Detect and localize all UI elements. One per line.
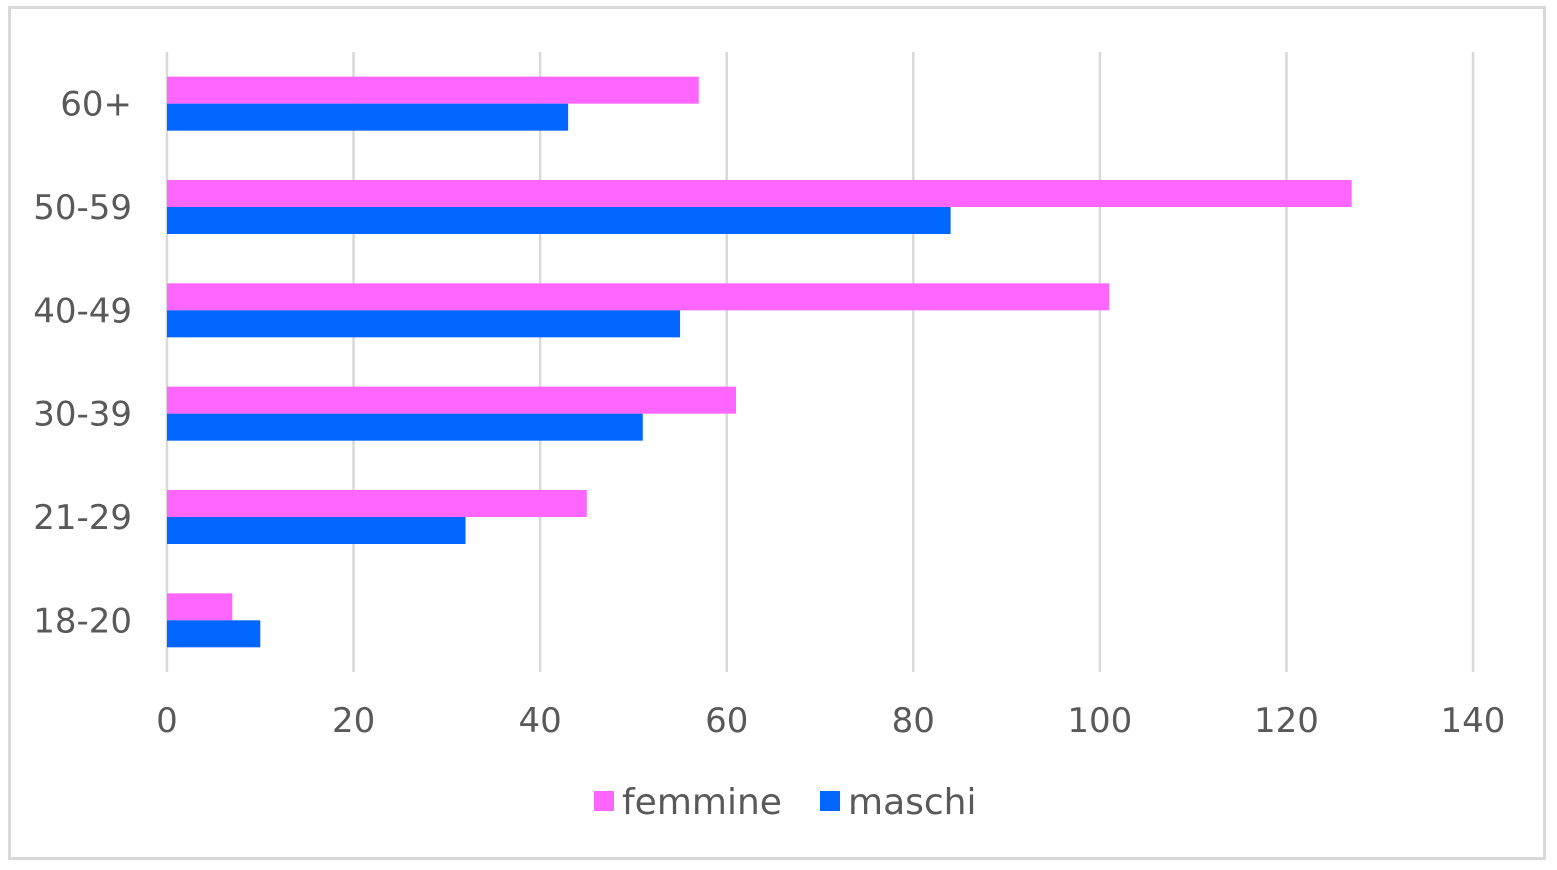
y-tick-label: 30-39: [33, 395, 132, 435]
x-tick-label: 40: [519, 701, 562, 741]
x-tick-label: 0: [156, 701, 178, 741]
bars: [167, 76, 1352, 648]
y-tick-label: 60+: [60, 85, 132, 125]
bar-maschi-21-29: [167, 517, 466, 544]
legend-swatch-femmine: [594, 791, 614, 811]
legend-swatch-maschi: [820, 791, 840, 811]
grid-lines: [165, 52, 1475, 672]
x-tick-label: 120: [1254, 701, 1319, 741]
y-tick-label: 50-59: [33, 188, 132, 228]
bar-femmine-30-39: [167, 386, 737, 414]
x-tick-label: 140: [1441, 701, 1506, 741]
legend-label-femmine: femmine: [622, 782, 782, 823]
x-tick-label: 100: [1067, 701, 1132, 741]
y-tick-label: 21-29: [33, 498, 132, 538]
x-axis-tick-labels: 0 20 40 60 80 100 120 140: [156, 701, 1505, 741]
bar-maschi-60+: [167, 103, 569, 131]
y-tick-label: 40-49: [33, 291, 132, 331]
bar-maschi-40-49: [167, 310, 681, 338]
y-tick-label: 18-20: [33, 601, 132, 641]
bar-maschi-30-39: [167, 413, 643, 441]
legend: femmine maschi: [594, 782, 977, 823]
x-tick-label: 60: [705, 701, 748, 741]
bar-femmine-18-20: [167, 593, 233, 621]
y-axis-tick-labels: 60+ 50-59 40-49 30-39 21-29 18-20: [33, 85, 132, 642]
x-tick-label: 80: [892, 701, 935, 741]
bar-maschi-18-20: [167, 620, 261, 648]
bar-femmine-40-49: [167, 283, 1110, 311]
bar-femmine-50-59: [167, 180, 1352, 207]
x-tick-label: 20: [332, 701, 375, 741]
legend-label-maschi: maschi: [848, 782, 977, 823]
bar-femmine-60+: [167, 76, 699, 104]
bar-femmine-21-29: [167, 490, 587, 517]
bar-maschi-50-59: [167, 207, 951, 234]
